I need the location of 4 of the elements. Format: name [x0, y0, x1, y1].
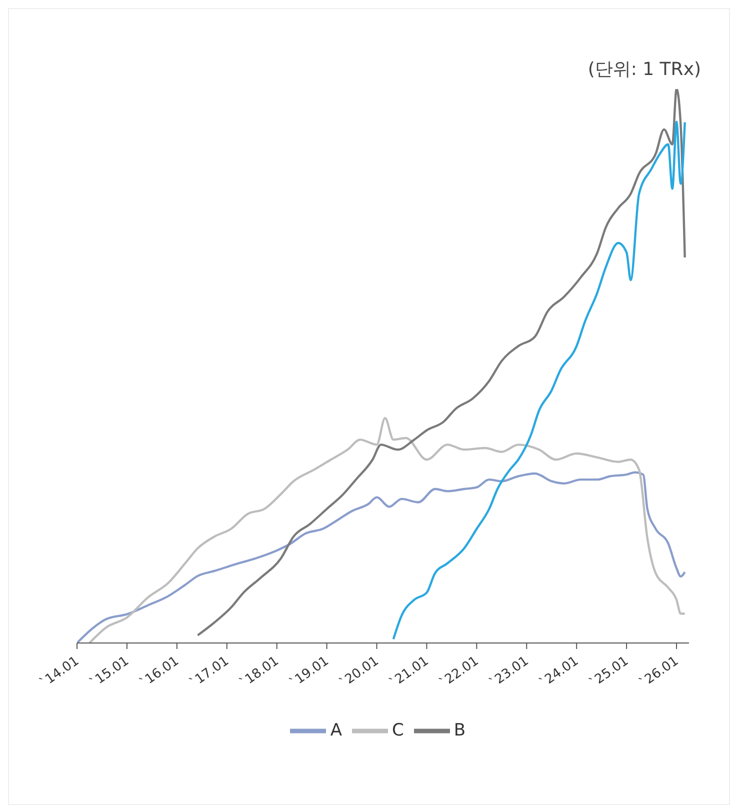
legend-label: A [330, 720, 342, 741]
legend-label: C [392, 720, 404, 741]
text: (단위: 1 TRx) [588, 59, 701, 80]
legend-label: B [454, 720, 466, 741]
